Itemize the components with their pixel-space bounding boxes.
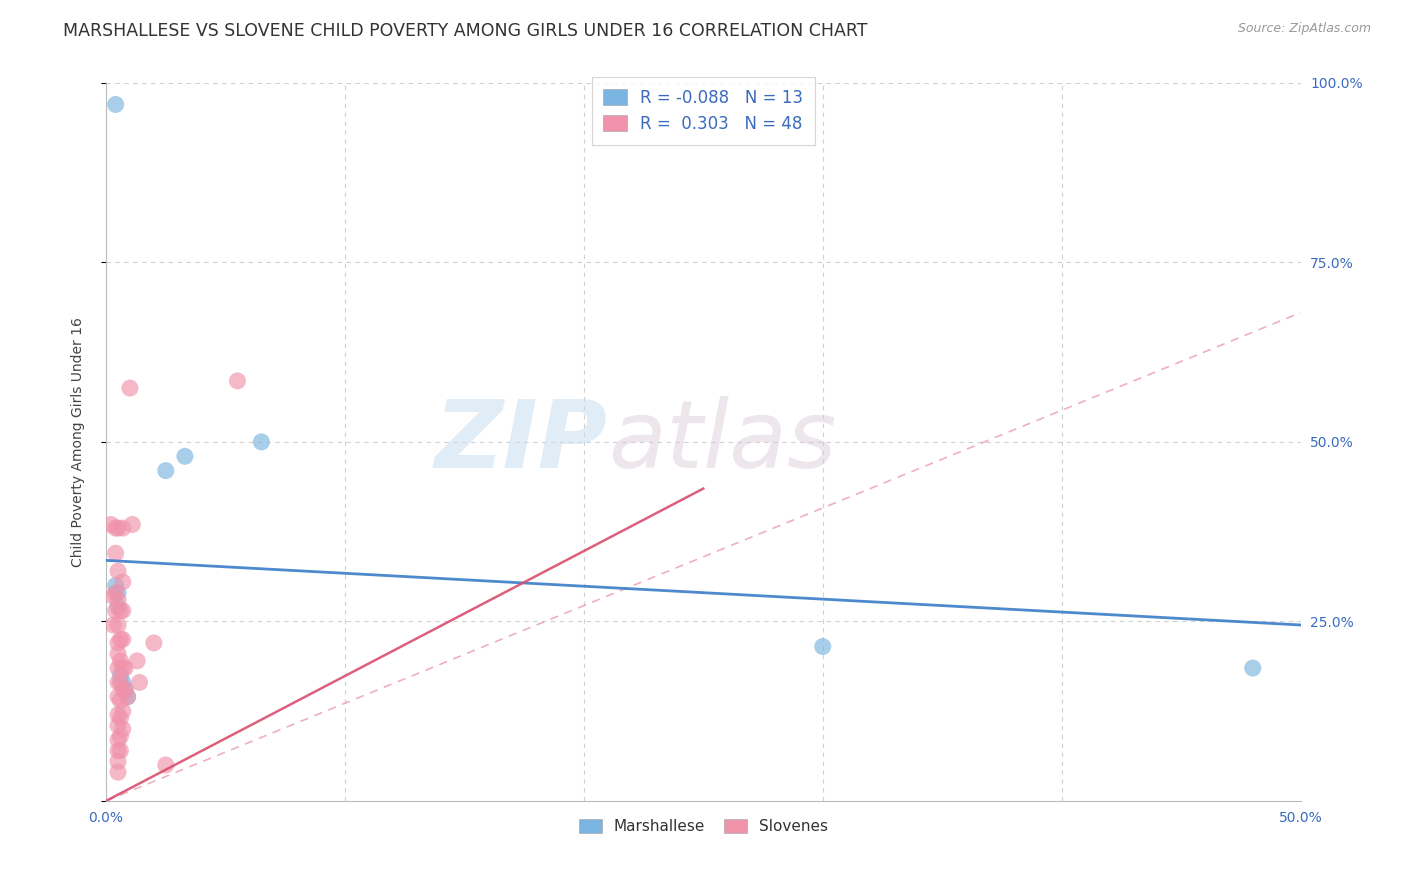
Text: atlas: atlas <box>607 396 837 487</box>
Point <box>107 732 129 747</box>
Point <box>104 546 127 560</box>
Legend: Marshallese, Slovenes: Marshallese, Slovenes <box>569 810 837 844</box>
Point <box>117 690 139 704</box>
Point <box>110 654 132 668</box>
Point <box>226 374 249 388</box>
Point <box>104 604 127 618</box>
Point <box>114 682 136 697</box>
Point <box>107 636 129 650</box>
Point <box>110 729 132 743</box>
Point <box>110 744 132 758</box>
Point <box>111 521 134 535</box>
Point <box>111 661 134 675</box>
Point <box>128 675 150 690</box>
Text: MARSHALLESE VS SLOVENE CHILD POVERTY AMONG GIRLS UNDER 16 CORRELATION CHART: MARSHALLESE VS SLOVENE CHILD POVERTY AMO… <box>63 22 868 40</box>
Point <box>111 574 134 589</box>
Point <box>111 704 134 718</box>
Point <box>104 578 127 592</box>
Point <box>107 592 129 607</box>
Point <box>107 755 129 769</box>
Point <box>111 675 134 690</box>
Point <box>127 654 149 668</box>
Point <box>107 521 129 535</box>
Point <box>110 675 132 690</box>
Point <box>103 589 125 603</box>
Point <box>118 381 141 395</box>
Point <box>107 765 129 780</box>
Point <box>114 661 136 675</box>
Point <box>103 618 125 632</box>
Point <box>107 675 129 690</box>
Point <box>104 97 127 112</box>
Point <box>111 604 134 618</box>
Point <box>110 604 132 618</box>
Text: Source: ZipAtlas.com: Source: ZipAtlas.com <box>1237 22 1371 36</box>
Point <box>107 618 129 632</box>
Text: ZIP: ZIP <box>434 396 607 488</box>
Point <box>114 682 136 697</box>
Point <box>110 668 132 682</box>
Point <box>110 693 132 707</box>
Point <box>107 744 129 758</box>
Point <box>811 640 834 654</box>
Point <box>107 707 129 722</box>
Point <box>142 636 165 650</box>
Point <box>110 632 132 647</box>
Point <box>100 517 122 532</box>
Y-axis label: Child Poverty Among Girls Under 16: Child Poverty Among Girls Under 16 <box>72 317 86 566</box>
Point <box>107 690 129 704</box>
Point <box>155 758 177 772</box>
Point <box>174 450 197 464</box>
Point <box>107 661 129 675</box>
Point <box>117 690 139 704</box>
Point <box>107 647 129 661</box>
Point <box>111 682 134 697</box>
Point <box>111 632 134 647</box>
Point <box>1241 661 1264 675</box>
Point <box>155 464 177 478</box>
Point <box>107 600 129 615</box>
Point <box>121 517 143 532</box>
Point <box>111 722 134 736</box>
Point <box>104 585 127 599</box>
Point <box>107 718 129 732</box>
Point <box>250 434 273 449</box>
Point <box>110 711 132 725</box>
Point <box>107 585 129 599</box>
Point <box>107 564 129 578</box>
Point <box>104 521 127 535</box>
